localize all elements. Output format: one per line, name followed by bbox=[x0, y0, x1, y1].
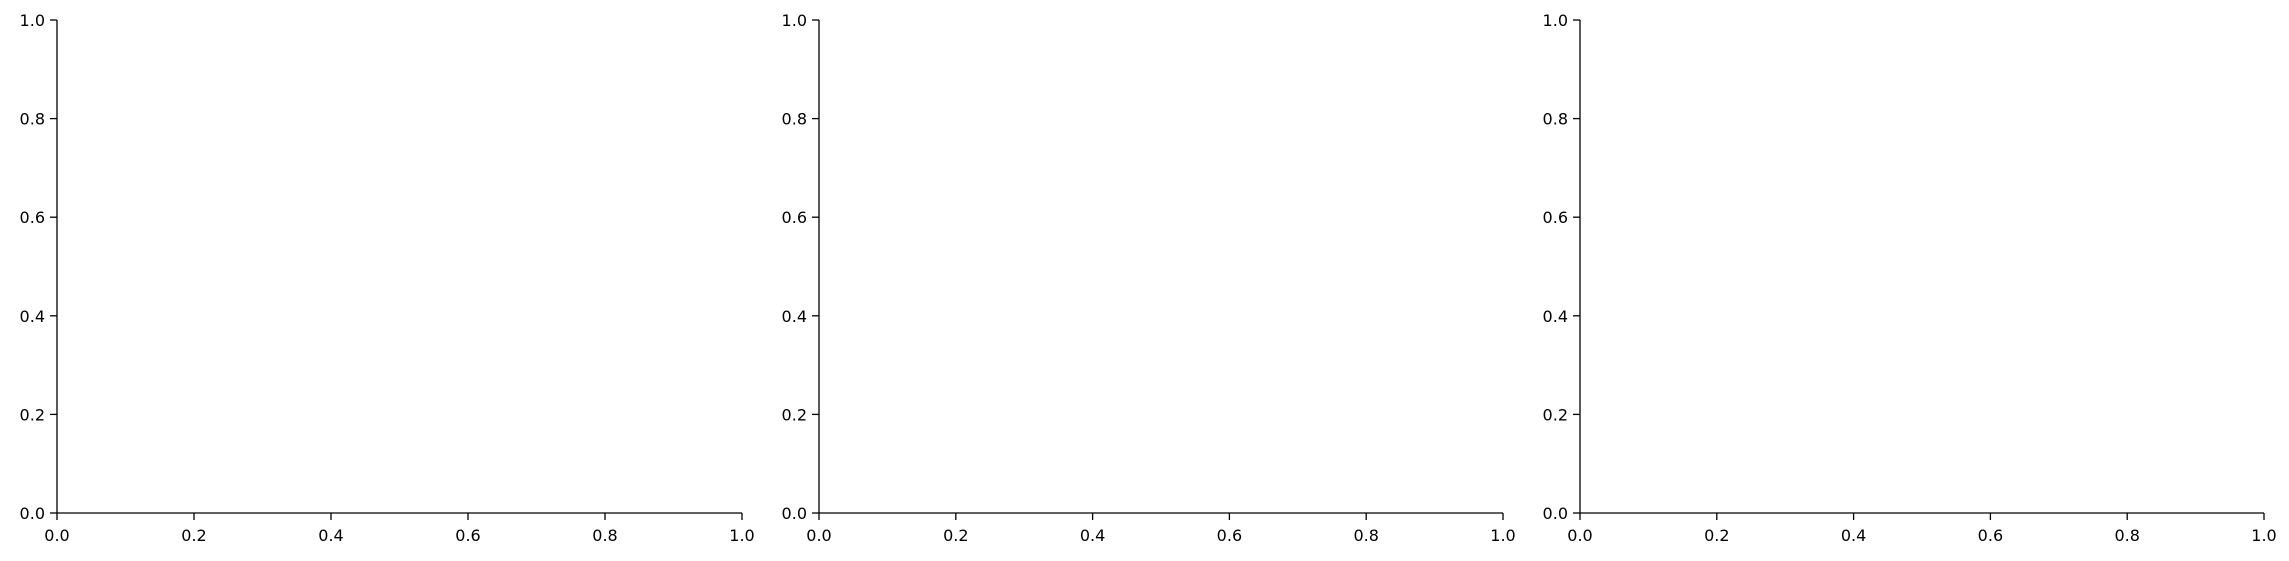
x-tick-label: 0.8 bbox=[592, 526, 617, 545]
x-tick-label: 1.0 bbox=[2251, 526, 2276, 545]
y-tick-label: 0.8 bbox=[1543, 110, 1568, 129]
y-tick-label: 0.0 bbox=[782, 504, 807, 523]
x-tick-label: 0.6 bbox=[1978, 526, 2003, 545]
x-tick-label: 0.0 bbox=[1567, 526, 1592, 545]
y-tick-label: 0.4 bbox=[1543, 307, 1568, 326]
x-tick-label: 0.8 bbox=[1353, 526, 1378, 545]
y-tick-label: 0.2 bbox=[20, 405, 45, 424]
y-tick-label: 0.6 bbox=[1543, 208, 1568, 227]
y-tick-label: 0.8 bbox=[20, 110, 45, 129]
x-tick-label: 1.0 bbox=[729, 526, 754, 545]
x-tick-label: 0.2 bbox=[1704, 526, 1729, 545]
y-tick-label: 0.6 bbox=[20, 208, 45, 227]
y-tick-label: 0.4 bbox=[782, 307, 807, 326]
x-tick-label: 0.2 bbox=[943, 526, 968, 545]
x-tick-label: 0.8 bbox=[2114, 526, 2139, 545]
x-tick-label: 0.4 bbox=[1841, 526, 1866, 545]
chart-panel-3: 0.0 0.2 0.4 0.6 0.8 1.0 0.0 0.2 0.4 0.6 0.8 1.0 bbox=[1543, 11, 2277, 545]
x-tick-label: 0.6 bbox=[455, 526, 480, 545]
x-tick-label: 0.0 bbox=[806, 526, 831, 545]
y-tick-label: 0.4 bbox=[20, 307, 45, 326]
y-tick-label: 0.2 bbox=[1543, 405, 1568, 424]
x-tick-label: 0.4 bbox=[1080, 526, 1105, 545]
y-tick-label: 0.8 bbox=[782, 110, 807, 129]
x-tick-label: 0.4 bbox=[318, 526, 343, 545]
x-tick-label: 0.0 bbox=[44, 526, 69, 545]
y-tick-label: 0.2 bbox=[782, 405, 807, 424]
x-tick-label: 0.6 bbox=[1217, 526, 1242, 545]
x-tick-label: 1.0 bbox=[1490, 526, 1515, 545]
chart-panel-1: 0.0 0.2 0.4 0.6 0.8 1.0 0.0 0.2 0.4 0.6 0.8 1.0 bbox=[20, 11, 755, 545]
y-tick-label: 0.0 bbox=[1543, 504, 1568, 523]
y-tick-label: 1.0 bbox=[782, 11, 807, 30]
chart-panel-2: 0.0 0.2 0.4 0.6 0.8 1.0 0.0 0.2 0.4 0.6 0.8 1.0 bbox=[782, 11, 1516, 545]
y-tick-label: 0.0 bbox=[20, 504, 45, 523]
y-tick-label: 1.0 bbox=[20, 11, 45, 30]
y-tick-label: 1.0 bbox=[1543, 11, 1568, 30]
y-tick-label: 0.6 bbox=[782, 208, 807, 227]
x-tick-label: 0.2 bbox=[181, 526, 206, 545]
